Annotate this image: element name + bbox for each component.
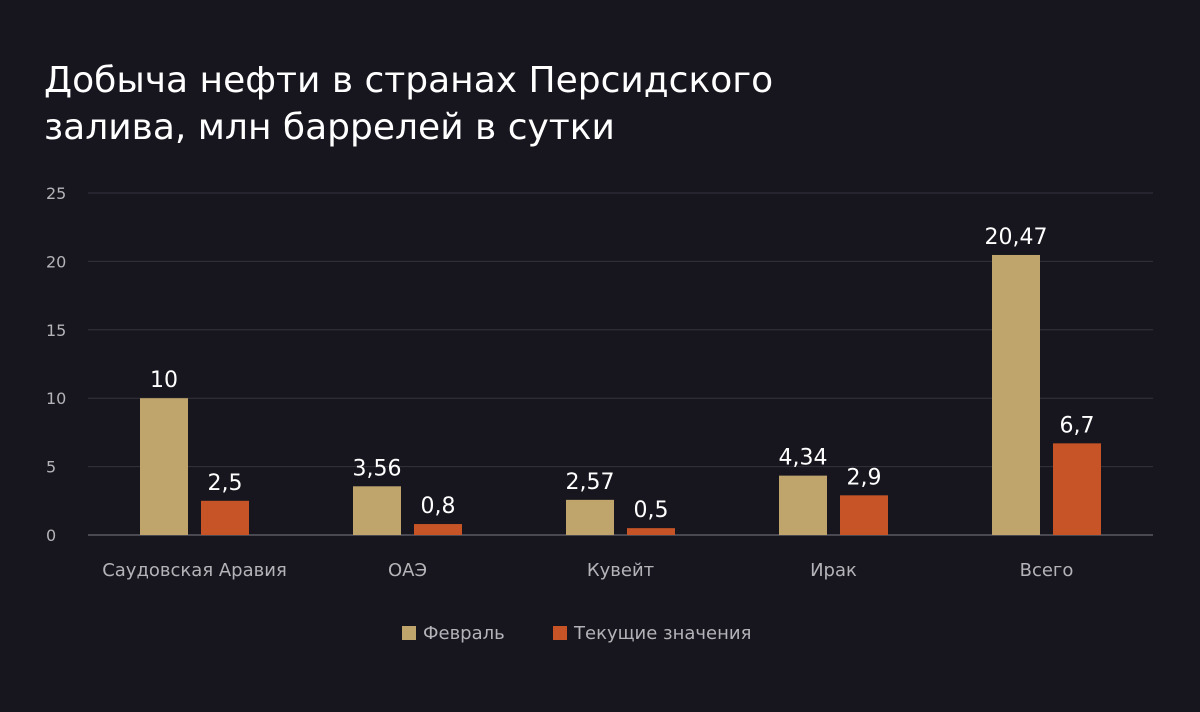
- bar-current-3: [840, 495, 888, 535]
- bar-value-label: 20,47: [985, 225, 1048, 250]
- chart-title-line: Добыча нефти в странах Персидского: [44, 60, 773, 101]
- bar-value-label: 3,56: [353, 456, 402, 481]
- bar-value-label: 2,5: [208, 471, 243, 496]
- bar-february-3: [779, 475, 827, 535]
- y-tick-label: 0: [46, 526, 56, 545]
- bar-value-label: 2,9: [847, 465, 882, 490]
- bar-current-1: [414, 524, 462, 535]
- chart-title-line: залива, млн баррелей в сутки: [44, 107, 615, 148]
- x-tick-label: Ирак: [810, 560, 857, 581]
- legend-swatch-current: [553, 626, 567, 640]
- x-tick-label: Всего: [1020, 560, 1074, 581]
- y-tick-label: 5: [46, 458, 56, 477]
- bar-current-2: [627, 528, 675, 535]
- legend: Февраль Текущие значения: [402, 623, 751, 644]
- bar-current-0: [201, 500, 249, 535]
- bar-value-label: 0,8: [421, 494, 456, 519]
- bar-value-label: 4,34: [779, 446, 828, 471]
- chart-title: Добыча нефти в странах Персидского залива…: [44, 60, 773, 148]
- bar-value-label: 0,5: [634, 498, 669, 523]
- data-labels: 10 2,5 3,56 0,8 2,57 0,5 4,34 2,9 20,47 6,7: [150, 225, 1095, 523]
- bar-february-4: [992, 254, 1040, 535]
- y-tick-label: 25: [46, 184, 66, 203]
- bars: [140, 254, 1101, 535]
- y-tick-label: 20: [46, 252, 66, 271]
- legend-label: Февраль: [423, 623, 505, 644]
- bar-february-0: [140, 398, 188, 535]
- legend-swatch-february: [402, 626, 416, 640]
- x-tick-label: Кувейт: [587, 560, 654, 581]
- bar-value-label: 10: [150, 368, 178, 393]
- x-axis-ticks: Саудовская Аравия ОАЭ Кувейт Ирак Всего: [102, 560, 1073, 581]
- gridlines: [88, 192, 1153, 536]
- bar-february-1: [353, 486, 401, 535]
- x-tick-label: ОАЭ: [388, 560, 427, 581]
- y-tick-label: 10: [46, 389, 66, 408]
- y-axis-ticks: 0 5 10 15 20 25: [46, 184, 66, 545]
- legend-label: Текущие значения: [573, 623, 751, 644]
- bar-value-label: 2,57: [566, 470, 615, 495]
- bar-current-4: [1053, 443, 1101, 535]
- y-tick-label: 15: [46, 321, 66, 340]
- x-tick-label: Саудовская Аравия: [102, 560, 287, 581]
- bar-value-label: 6,7: [1060, 413, 1095, 438]
- bar-february-2: [566, 499, 614, 535]
